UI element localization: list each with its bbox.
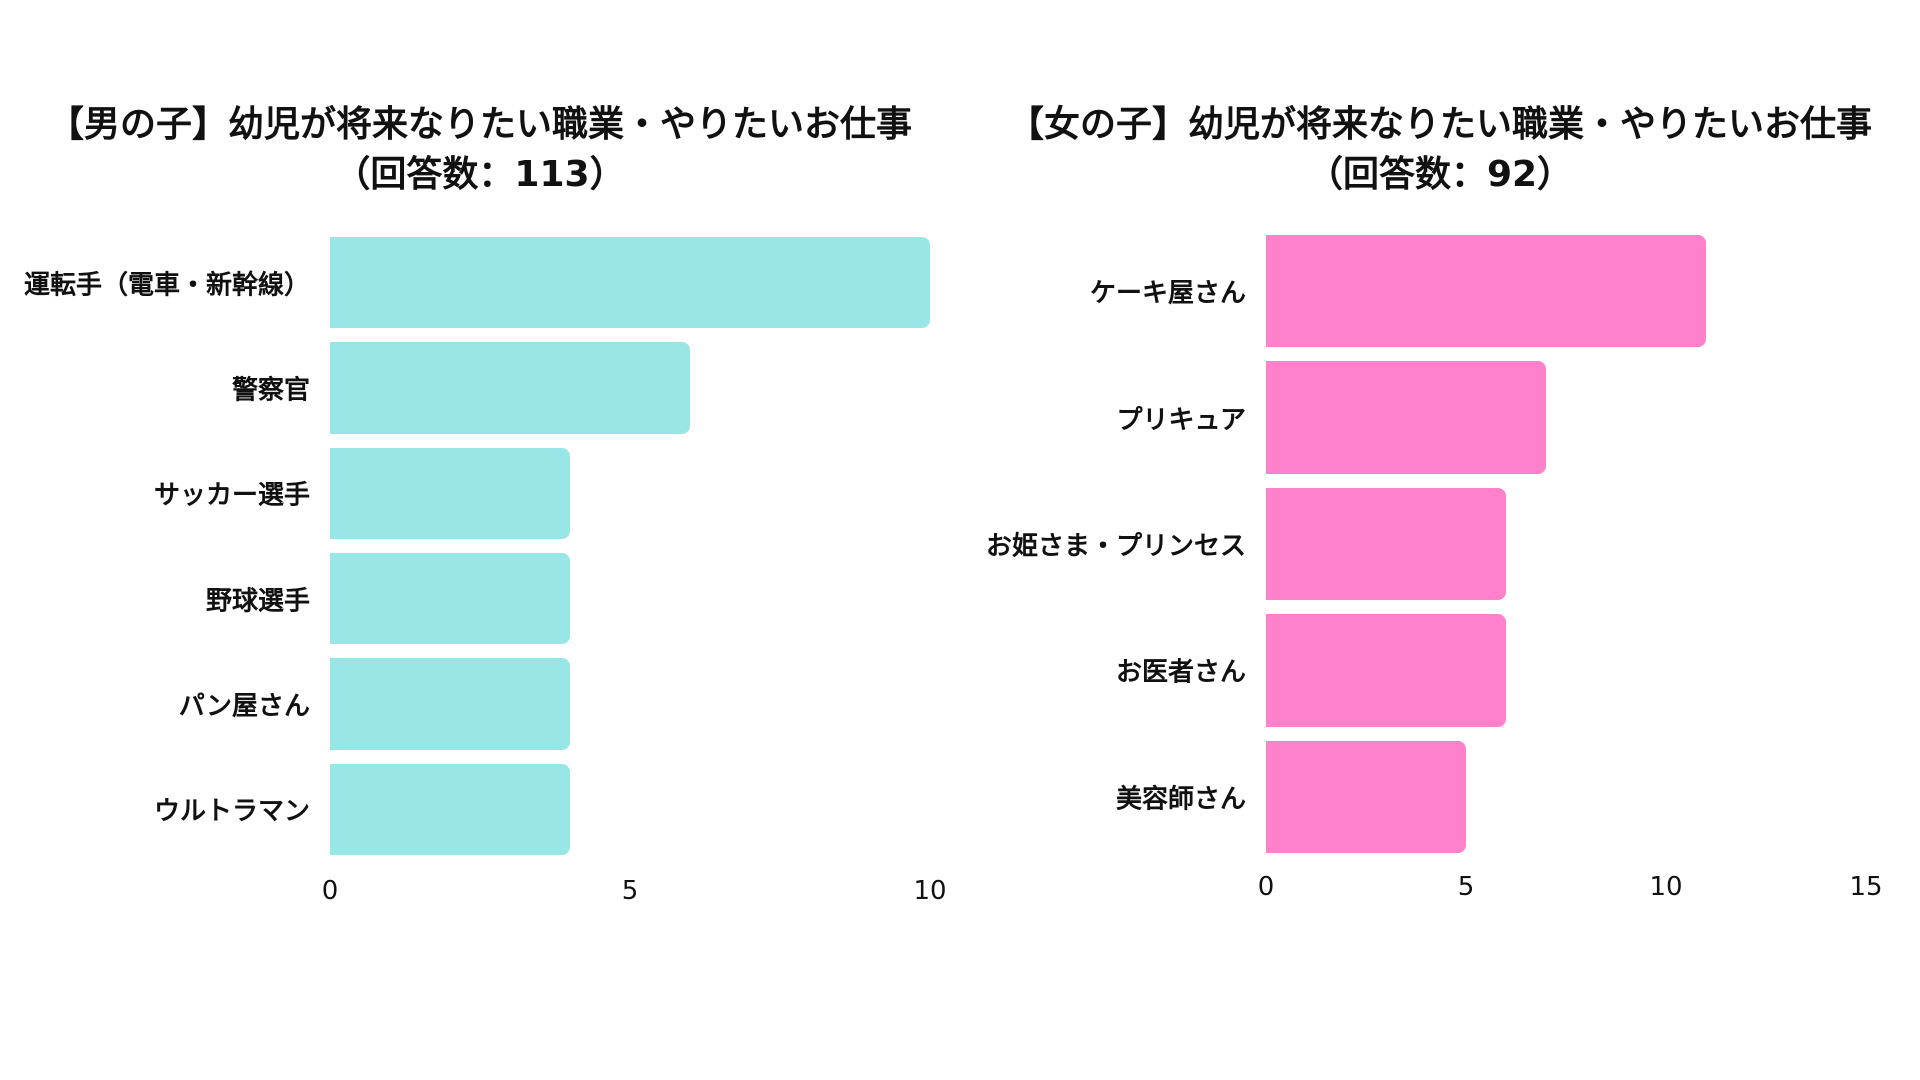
boys-category-label: 警察官 xyxy=(231,375,310,406)
girls-category-label: ケーキ屋さん xyxy=(1089,278,1246,309)
girls-bar xyxy=(1266,614,1506,727)
girls-category-label: お医者さん xyxy=(1115,657,1246,688)
boys-x-tick-label: 10 xyxy=(913,876,947,906)
girls-bar xyxy=(1266,235,1706,348)
boys-x-tick-label: 0 xyxy=(321,876,339,906)
girls-x-tick-label: 10 xyxy=(1649,872,1683,902)
girls-chart-subtitle: （回答数：92） xyxy=(1306,154,1574,195)
boys-x-tick-label: 5 xyxy=(621,876,639,906)
girls-category-label: お姫さま・プリンセス xyxy=(985,531,1246,562)
girls-x-tick-label: 5 xyxy=(1457,872,1475,902)
girls-chart-title: 【女の子】幼児が将来なりたい職業・やりたいお仕事 xyxy=(1007,104,1872,145)
boys-bar xyxy=(330,553,570,645)
boys-category-label: 運転手（電車・新幹線） xyxy=(23,270,310,301)
boys-bar xyxy=(330,763,570,855)
girls-x-tick-label: 15 xyxy=(1849,872,1883,902)
boys-bar xyxy=(330,658,570,750)
girls-bar xyxy=(1266,361,1546,474)
boys-category-label: サッカー選手 xyxy=(153,480,310,511)
boys-chart: 【男の子】幼児が将来なりたい職業・やりたいお仕事 （回答数：113） 運転手（電… xyxy=(23,104,947,906)
boys-category-label: パン屋さん xyxy=(178,691,310,722)
boys-bar xyxy=(330,447,570,539)
girls-bar xyxy=(1266,487,1506,601)
girls-category-label: プリキュア xyxy=(1116,405,1246,436)
girls-chart: 【女の子】幼児が将来なりたい職業・やりたいお仕事 （回答数：92） ケーキ屋さん… xyxy=(960,0,1920,1080)
boys-bar xyxy=(330,342,690,434)
boys-bar xyxy=(330,237,930,329)
girls-bar xyxy=(1266,740,1466,853)
boys-chart-subtitle: （回答数：113） xyxy=(334,154,626,195)
girls-x-tick-label: 0 xyxy=(1257,872,1275,902)
boys-category-label: ウルトラマン xyxy=(153,796,310,827)
girls-category-label: 美容師さん xyxy=(1115,784,1246,815)
boys-chart-title: 【男の子】幼児が将来なりたい職業・やりたいお仕事 xyxy=(47,104,912,145)
boys-category-label: 野球選手 xyxy=(205,586,310,617)
